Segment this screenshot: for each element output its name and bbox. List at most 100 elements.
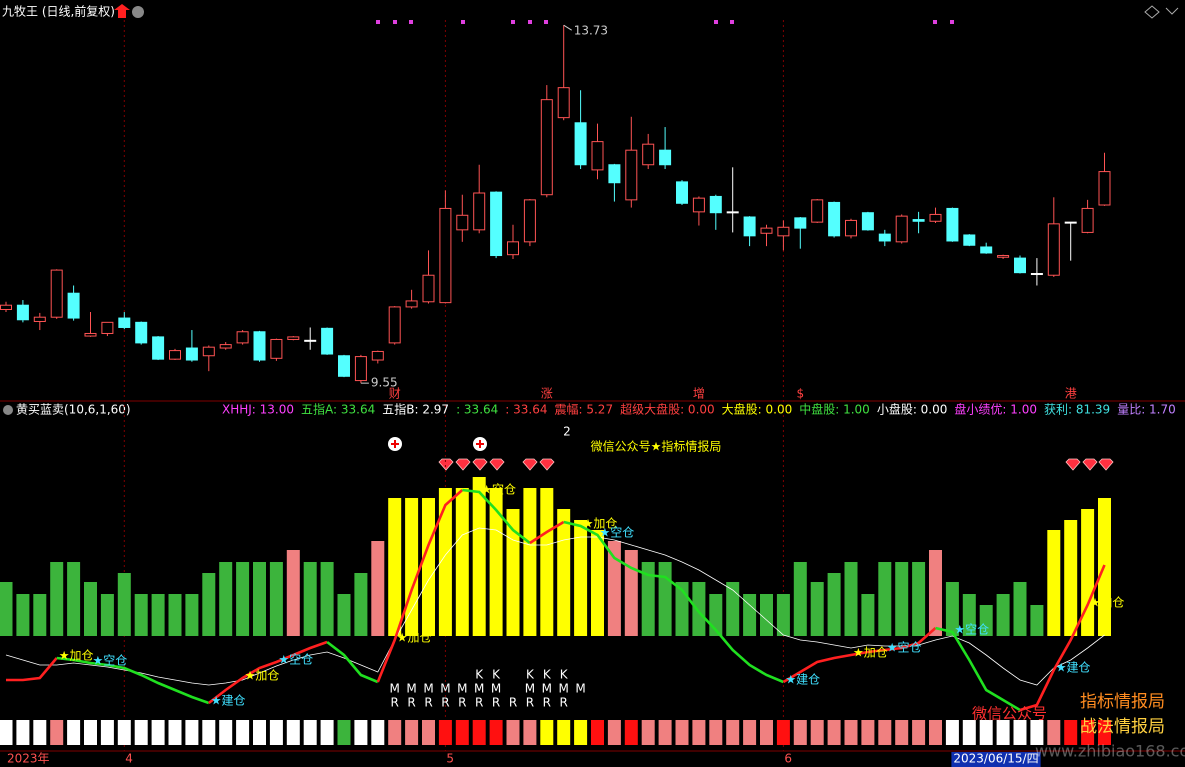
candle-body — [794, 217, 807, 229]
menu-icon[interactable] — [132, 6, 144, 18]
bar — [67, 562, 81, 636]
signal-letter: M — [575, 682, 585, 696]
min-label: 9.55 — [371, 376, 398, 390]
candle-body — [963, 234, 976, 246]
state-square — [33, 720, 47, 745]
readout: XHHJ: 13.00 — [222, 403, 294, 417]
candle-body — [895, 215, 908, 243]
note: 微信公众号★指标情报局 — [591, 439, 722, 454]
bar — [776, 594, 790, 636]
candle-body — [676, 181, 688, 204]
candle-body — [946, 207, 959, 242]
candle-body — [169, 350, 181, 360]
watermark: www.zhibiao168.com — [1035, 742, 1185, 761]
readout: 五指A: 33.64 — [301, 402, 375, 417]
bar — [134, 594, 148, 636]
signal-letter: R — [475, 696, 483, 710]
event-marker: $ — [796, 387, 804, 401]
signal-letter: R — [492, 696, 500, 710]
signal-letter: M — [423, 682, 433, 696]
candle-body — [371, 350, 384, 361]
signal-annotation: ★空仓 — [481, 483, 516, 497]
bar — [861, 594, 875, 636]
bar — [1081, 509, 1095, 636]
bar — [151, 594, 165, 636]
bar — [185, 594, 199, 636]
candle-body — [659, 149, 672, 166]
plus-icon — [391, 440, 399, 448]
trend-line — [326, 640, 379, 684]
candle-body — [743, 216, 756, 237]
candle-body — [473, 192, 486, 231]
signal-annotation: ★空仓 — [278, 653, 313, 667]
state-square — [1013, 720, 1027, 745]
signal-annotation: ★加仓 — [59, 649, 94, 663]
state-square — [929, 720, 942, 745]
signal-letter: M — [440, 682, 450, 696]
bar — [591, 530, 604, 636]
settings-icon[interactable] — [3, 405, 13, 415]
state-square — [523, 720, 537, 745]
candle-body — [1047, 223, 1060, 276]
event-marker: 财 — [389, 387, 401, 401]
state-square — [202, 720, 216, 745]
bar — [607, 541, 621, 636]
state-square — [641, 720, 655, 745]
state-square — [912, 720, 926, 745]
signal-letter: K — [492, 668, 501, 682]
signal-letter: R — [560, 696, 568, 710]
signal-annotation: ★加仓 — [245, 669, 280, 683]
bar — [979, 605, 993, 636]
max-pointer — [563, 24, 572, 31]
x-tick-label: 6 — [784, 752, 792, 766]
candle-body — [422, 274, 435, 303]
candle-body — [152, 336, 165, 360]
state-square — [1098, 720, 1111, 745]
gem-icon — [1098, 458, 1114, 471]
readout: 五指B: 2.97 — [382, 402, 449, 417]
bar — [1013, 582, 1027, 636]
event-flag — [528, 20, 532, 24]
state-square — [574, 720, 588, 745]
bar — [33, 594, 47, 636]
readout: 大盘股: 0.00 — [722, 402, 793, 417]
event-flag — [950, 20, 954, 24]
bar — [219, 562, 233, 636]
candle-body — [185, 347, 198, 361]
bar — [540, 488, 554, 636]
state-square — [692, 720, 706, 745]
gem-icon — [438, 458, 454, 471]
signal-letter: M — [406, 682, 416, 696]
bar — [371, 541, 385, 636]
state-square — [1030, 720, 1044, 745]
bar — [100, 594, 114, 636]
readout: : 33.64 — [456, 403, 498, 417]
state-square — [422, 720, 435, 745]
bar — [269, 562, 283, 636]
state-square — [354, 720, 368, 745]
candle-body — [997, 255, 1010, 258]
signal-letter: R — [391, 696, 399, 710]
state-square — [219, 720, 233, 745]
readout: : 33.64 — [505, 403, 547, 417]
signal-annotation: ★空仓 — [887, 641, 922, 655]
window-controls[interactable] — [1144, 5, 1179, 19]
bar — [912, 562, 926, 636]
candle-body — [845, 219, 857, 237]
candle-body — [980, 246, 993, 254]
bar — [438, 488, 452, 636]
signal-letter: R — [424, 696, 432, 710]
bar — [827, 573, 841, 636]
up-icon — [114, 4, 130, 18]
state-square — [810, 720, 824, 745]
bar — [168, 594, 182, 636]
signal-letter: M — [525, 682, 535, 696]
candle-body — [912, 219, 925, 222]
candle-body — [1030, 273, 1043, 276]
bar — [286, 550, 300, 636]
signal-letter: R — [441, 696, 449, 710]
signal-annotation: ★加仓 — [1090, 596, 1125, 610]
state-square — [388, 720, 402, 745]
